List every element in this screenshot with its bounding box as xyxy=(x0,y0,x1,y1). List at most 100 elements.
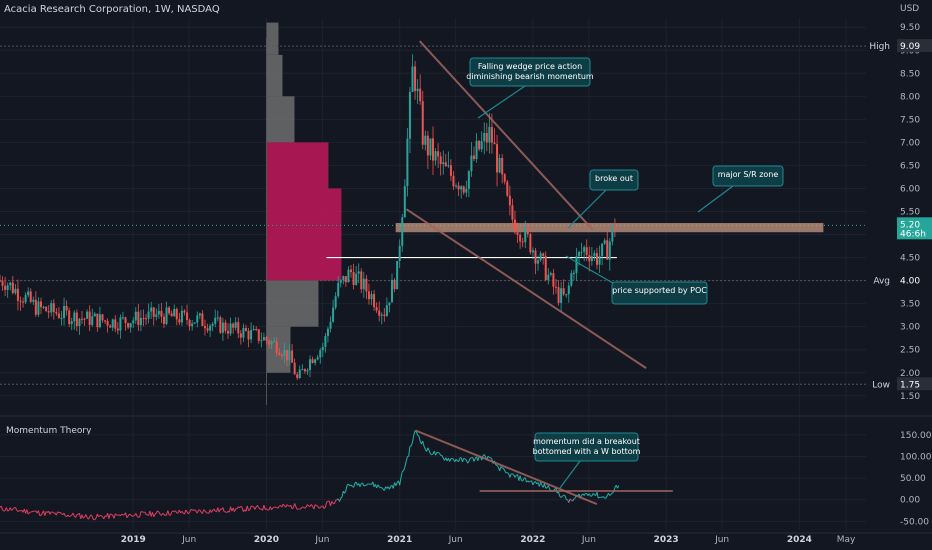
momentum-line-segment xyxy=(163,514,166,516)
candle-body xyxy=(350,269,353,273)
price-y-tick-label: 2.00 xyxy=(900,369,920,379)
candle-body xyxy=(360,271,363,290)
candle-body xyxy=(96,313,99,328)
momentum-line-segment xyxy=(451,458,454,460)
momentum-line-segment xyxy=(3,510,6,512)
candle-body xyxy=(595,253,598,265)
momentum-line-segment xyxy=(187,512,190,515)
momentum-line-segment xyxy=(326,500,329,503)
currency-label: USD xyxy=(900,4,920,14)
momentum-line-segment xyxy=(514,475,517,478)
candle-body xyxy=(73,312,76,322)
price-y-tick-label: 6.00 xyxy=(900,184,920,194)
momentum-line-segment xyxy=(458,457,461,462)
candle-body xyxy=(385,305,388,316)
momentum-line-segment xyxy=(400,471,403,478)
momentum-line-segment xyxy=(431,453,434,456)
x-tick-label: 2022 xyxy=(520,535,545,545)
candle-body xyxy=(262,337,265,341)
momentum-y-tick-label: 50.00 xyxy=(900,474,926,484)
candle-body xyxy=(68,310,71,325)
candle-body xyxy=(452,175,455,187)
candle-body xyxy=(39,301,42,308)
avg-tag-box xyxy=(897,273,932,287)
candle-body xyxy=(501,157,504,175)
momentum-line-segment xyxy=(49,511,52,515)
candle-body xyxy=(280,354,283,357)
annotation-wedge-text: Falling wedge price action xyxy=(478,62,582,71)
momentum-line-segment xyxy=(345,484,348,491)
low-tag-label: Low xyxy=(872,380,890,390)
momentum-line-segment xyxy=(392,482,396,489)
momentum-line-segment xyxy=(14,507,18,511)
candle-body xyxy=(567,285,570,295)
candle-body xyxy=(460,186,463,190)
momentum-line-segment xyxy=(153,514,156,517)
momentum-line-segment xyxy=(417,434,420,437)
momentum-line-segment xyxy=(226,510,229,513)
candle-body xyxy=(116,328,119,331)
momentum-line-segment xyxy=(135,513,138,517)
momentum-line-segment xyxy=(331,501,334,504)
momentum-line-segment xyxy=(527,480,530,483)
candle-body xyxy=(578,252,581,257)
candle-body xyxy=(388,302,391,306)
candle-body xyxy=(50,303,53,313)
candle-body xyxy=(288,350,291,361)
momentum-line-segment xyxy=(204,510,207,513)
momentum-line-segment xyxy=(430,453,432,456)
volume-profile-bar xyxy=(266,326,291,373)
momentum-line-segment xyxy=(467,461,470,464)
candle-body xyxy=(34,299,37,315)
candle-body xyxy=(170,313,173,317)
momentum-line-segment xyxy=(428,450,431,455)
momentum-line-segment xyxy=(282,503,285,507)
candle-body xyxy=(45,306,48,312)
momentum-line-segment xyxy=(75,514,78,518)
candle-body xyxy=(537,260,540,264)
momentum-line-segment xyxy=(381,487,384,490)
candle-body xyxy=(27,291,30,296)
candle-body xyxy=(432,138,434,161)
momentum-line-segment xyxy=(290,505,293,510)
momentum-line-segment xyxy=(340,496,343,499)
candle-body xyxy=(598,256,601,265)
candle-body xyxy=(552,273,555,287)
momentum-line-segment xyxy=(130,514,133,517)
momentum-line-segment xyxy=(55,511,59,516)
candle-body xyxy=(601,243,604,257)
candle-body xyxy=(147,311,150,319)
sr-zone xyxy=(395,223,824,233)
momentum-line-segment xyxy=(609,493,612,496)
momentum-line-segment xyxy=(588,493,592,497)
candle-body xyxy=(134,311,137,321)
candle-body xyxy=(403,186,406,218)
momentum-line-segment xyxy=(399,477,402,486)
candle-body xyxy=(324,335,327,347)
momentum-line-segment xyxy=(59,512,62,514)
price-y-tick-label: 6.50 xyxy=(900,161,920,171)
momentum-line-segment xyxy=(323,506,326,509)
momentum-line-segment xyxy=(346,483,349,486)
momentum-line-segment xyxy=(558,491,561,497)
momentum-line-segment xyxy=(314,504,317,507)
momentum-line-segment xyxy=(612,491,614,494)
momentum-line-segment xyxy=(271,507,274,510)
candle-body xyxy=(398,245,401,261)
annotation-wedge-pointer xyxy=(477,85,526,119)
momentum-line-segment xyxy=(37,510,41,516)
candle-body xyxy=(188,320,191,327)
candle-body xyxy=(298,369,301,378)
momentum-line-segment xyxy=(532,482,535,486)
momentum-line-segment xyxy=(113,513,116,519)
candle-body xyxy=(447,165,450,167)
candle-body xyxy=(180,310,183,323)
candle-body xyxy=(373,294,376,308)
momentum-line-segment xyxy=(294,503,297,508)
candle-body xyxy=(306,370,309,372)
candle-body xyxy=(396,260,399,290)
momentum-line-segment xyxy=(341,490,344,497)
momentum-line-segment xyxy=(52,511,55,514)
momentum-line-segment xyxy=(395,482,398,486)
